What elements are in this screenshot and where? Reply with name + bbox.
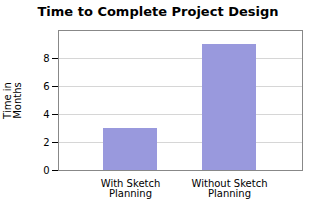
svg-text:With SketchPlanning: With SketchPlanning [101, 178, 161, 199]
svg-text:2: 2 [43, 137, 49, 148]
svg-text:8: 8 [43, 53, 49, 64]
svg-text:Without SketchPlanning: Without SketchPlanning [192, 178, 268, 199]
svg-text:6: 6 [43, 81, 49, 92]
svg-text:Time inMonths: Time inMonths [2, 82, 23, 120]
svg-text:0: 0 [43, 165, 49, 176]
html-text:Time to Complete Project Desig: Time to Complete Project Design [37, 4, 279, 19]
svg-text:4: 4 [43, 109, 49, 120]
